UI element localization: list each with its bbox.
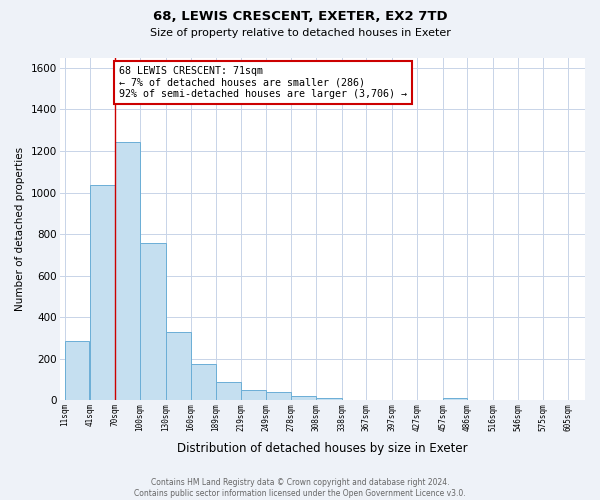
Bar [443, 398, 467, 400]
Y-axis label: Number of detached properties: Number of detached properties [15, 147, 25, 311]
Bar [215, 382, 241, 400]
Bar [65, 341, 89, 400]
Bar [166, 332, 191, 400]
Text: 68 LEWIS CRESCENT: 71sqm
← 7% of detached houses are smaller (286)
92% of semi-d: 68 LEWIS CRESCENT: 71sqm ← 7% of detache… [119, 66, 407, 99]
X-axis label: Distribution of detached houses by size in Exeter: Distribution of detached houses by size … [177, 442, 467, 455]
Bar [90, 186, 115, 400]
Bar [140, 244, 166, 400]
Bar [266, 392, 291, 400]
Bar [291, 396, 316, 400]
Text: Size of property relative to detached houses in Exeter: Size of property relative to detached ho… [149, 28, 451, 38]
Bar [191, 364, 215, 401]
Text: Contains HM Land Registry data © Crown copyright and database right 2024.
Contai: Contains HM Land Registry data © Crown c… [134, 478, 466, 498]
Text: 68, LEWIS CRESCENT, EXETER, EX2 7TD: 68, LEWIS CRESCENT, EXETER, EX2 7TD [152, 10, 448, 23]
Bar [115, 142, 140, 400]
Bar [316, 398, 342, 400]
Bar [241, 390, 266, 400]
